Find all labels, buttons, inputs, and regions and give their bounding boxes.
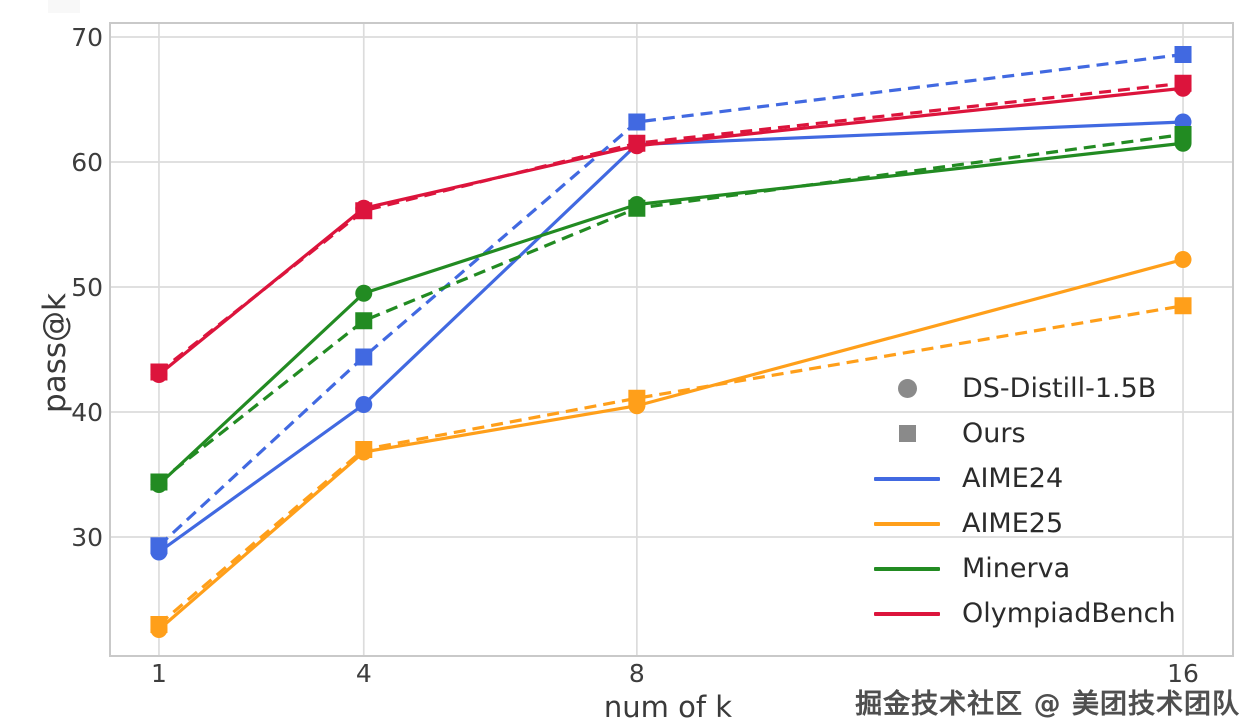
series-line-olympiadbench-ours	[157, 81, 1184, 374]
legend-marker-cell	[860, 521, 954, 526]
legend: DS-Distill-1.5B Ours AIME24 AIME25 Miner…	[860, 366, 1176, 636]
legend-item-olympiadbench: OlympiadBench	[860, 591, 1176, 636]
legend-item-ours: Ours	[860, 411, 1176, 456]
x-axis-label: num of k	[603, 690, 733, 724]
y-tick-label: 70	[71, 23, 103, 52]
data-point-square	[628, 199, 646, 217]
series-line-aime24-ours	[157, 52, 1184, 547]
x-tick-label: 1	[150, 659, 167, 688]
y-tick-label: 30	[71, 523, 103, 552]
y-tick-label: 60	[71, 148, 103, 177]
legend-label: OlympiadBench	[962, 598, 1176, 629]
series-line-minerva-ds	[157, 141, 1184, 486]
data-point-square	[150, 473, 168, 491]
data-point-square	[628, 389, 646, 407]
legend-label: DS-Distill-1.5B	[962, 373, 1157, 404]
series-line-aime25-ours	[157, 304, 1184, 626]
series-line-aime25-ds	[157, 257, 1184, 631]
data-point-square	[150, 363, 168, 381]
legend-item-minerva: Minerva	[860, 546, 1176, 591]
watermark: 掘金技术社区 @ 美团技术团队	[855, 689, 1240, 720]
data-point-circle	[355, 396, 373, 413]
x-tick-label: 4	[355, 659, 372, 688]
legend-marker-cell	[860, 566, 954, 571]
x-tick-label: 8	[628, 659, 645, 688]
y-tick-label: 40	[71, 398, 103, 427]
y-axis-label: pass@k	[37, 293, 73, 413]
line-swatch-icon	[874, 521, 940, 526]
y-tick-label: 50	[71, 273, 103, 302]
legend-marker-cell	[860, 611, 954, 616]
data-point-square	[355, 348, 373, 366]
data-point-circle	[355, 284, 373, 302]
line-swatch-icon	[874, 566, 940, 571]
legend-item-ds-distill: DS-Distill-1.5B	[860, 366, 1176, 411]
data-point-square	[150, 616, 168, 633]
series-line-aime24-ds	[158, 120, 1184, 554]
series-line-minerva-ours	[157, 132, 1184, 484]
data-point-square	[355, 202, 373, 220]
data-point-square	[628, 134, 646, 152]
legend-marker-cell	[860, 476, 954, 481]
data-point-square	[150, 537, 168, 555]
square-marker-icon	[898, 425, 916, 442]
corner-artifact	[48, 0, 80, 13]
line-swatch-icon	[874, 611, 940, 616]
data-point-square	[628, 113, 646, 131]
circle-marker-icon	[897, 379, 917, 398]
line-swatch-icon	[874, 476, 940, 481]
series-line-olympiadbench-ds	[157, 86, 1184, 376]
data-point-square	[1174, 297, 1192, 315]
legend-marker-cell	[860, 425, 954, 442]
x-tick-label: 16	[1167, 659, 1199, 688]
data-point-square	[355, 441, 373, 458]
data-point-square	[1174, 126, 1192, 143]
legend-label: AIME24	[962, 463, 1064, 494]
legend-item-aime25: AIME25	[860, 501, 1176, 546]
legend-label: Minerva	[962, 553, 1071, 584]
axes-spines	[109, 22, 1234, 657]
legend-label: Ours	[962, 418, 1026, 449]
legend-item-aime24: AIME24	[860, 456, 1176, 501]
data-point-square	[355, 312, 373, 330]
data-point-circle	[1174, 251, 1192, 268]
legend-label: AIME25	[962, 508, 1064, 539]
data-point-square	[1174, 46, 1192, 63]
data-point-square	[1174, 74, 1192, 92]
legend-marker-cell	[860, 379, 954, 398]
